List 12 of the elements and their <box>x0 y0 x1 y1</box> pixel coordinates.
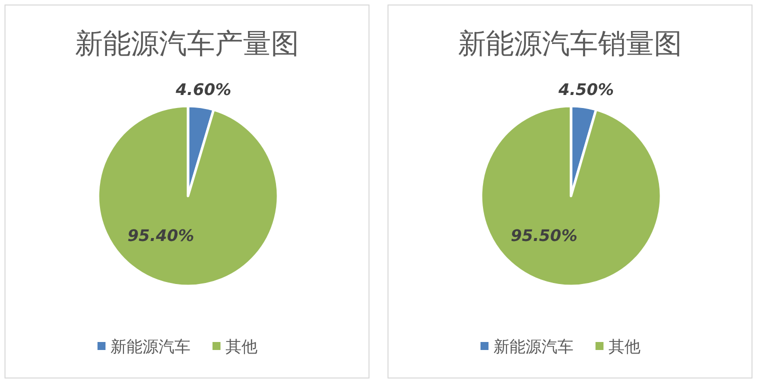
legend-label: 其他 <box>226 337 258 356</box>
data-label: 4.50% <box>557 80 614 100</box>
data-label: 95.40% <box>128 226 194 245</box>
data-label: 95.50% <box>510 226 578 246</box>
data-label: 4.60% <box>174 80 232 100</box>
legend-label: 新能源汽车 <box>494 337 574 356</box>
legend-label: 新能源汽车 <box>110 337 190 356</box>
pie-slice <box>480 104 662 288</box>
chart-title: 新能源汽车产量图 <box>75 27 299 60</box>
legend-label: 其他 <box>608 337 640 356</box>
pie-slice <box>96 104 280 288</box>
chart-title: 新能源汽车销量图 <box>458 27 682 60</box>
